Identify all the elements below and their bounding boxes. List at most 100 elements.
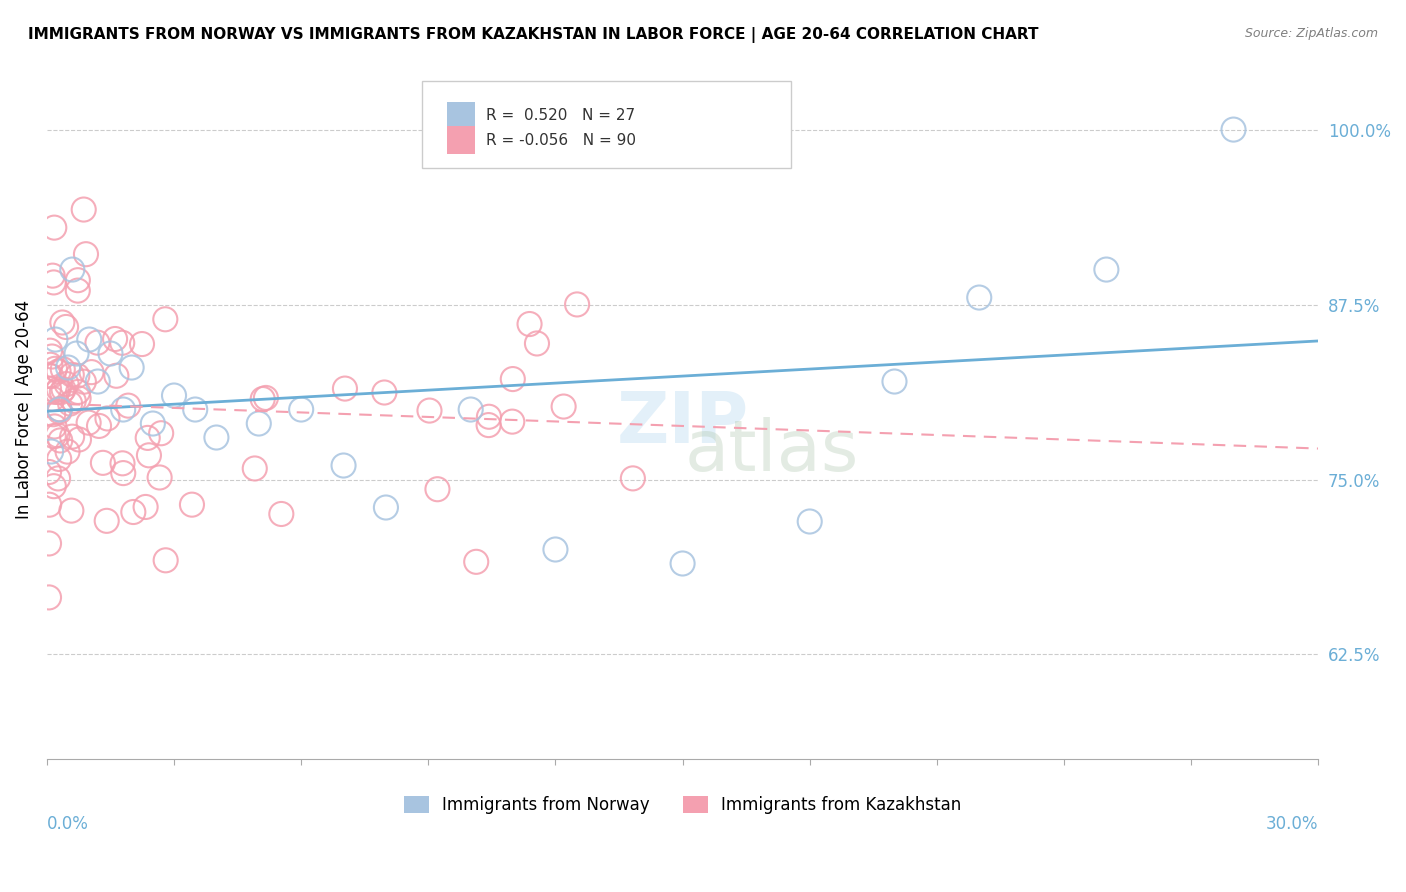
Point <box>553 400 575 414</box>
Point <box>671 557 693 571</box>
Point <box>44 333 66 347</box>
Point <box>73 375 96 389</box>
Point <box>42 276 65 290</box>
Point <box>60 430 83 444</box>
Point <box>142 417 165 431</box>
Text: atlas: atlas <box>685 417 859 486</box>
Point <box>155 312 177 326</box>
Point <box>332 458 354 473</box>
Point <box>967 291 990 305</box>
Point <box>136 431 159 445</box>
Point <box>48 452 70 467</box>
Text: 30.0%: 30.0% <box>1265 815 1319 833</box>
Point <box>60 503 83 517</box>
Point <box>52 383 75 397</box>
FancyBboxPatch shape <box>422 80 790 168</box>
Point <box>77 416 100 430</box>
Point <box>38 591 60 605</box>
Point <box>333 382 356 396</box>
Point <box>478 418 501 433</box>
Point <box>1222 122 1244 136</box>
Point <box>87 375 110 389</box>
Point <box>621 471 644 485</box>
Point <box>112 402 135 417</box>
Point <box>38 382 60 396</box>
Point <box>49 434 72 448</box>
Point <box>122 505 145 519</box>
Point <box>501 415 523 429</box>
Point <box>46 428 69 442</box>
Text: ZIP: ZIP <box>616 389 749 458</box>
Point <box>48 382 70 396</box>
Point <box>39 369 62 384</box>
Y-axis label: In Labor Force | Age 20-64: In Labor Force | Age 20-64 <box>15 300 32 519</box>
Point <box>87 418 110 433</box>
Point <box>105 368 128 383</box>
Point <box>38 368 60 383</box>
Point <box>51 384 73 399</box>
Text: R =  0.520   N = 27: R = 0.520 N = 27 <box>485 108 634 123</box>
Point <box>42 407 65 421</box>
Point <box>290 402 312 417</box>
Point <box>373 385 395 400</box>
Point <box>38 498 60 512</box>
Point <box>44 220 66 235</box>
Point <box>52 362 75 376</box>
Point <box>48 364 70 378</box>
Point <box>374 500 396 515</box>
Point <box>60 368 83 382</box>
Point <box>51 316 73 330</box>
Point <box>121 360 143 375</box>
Point <box>184 402 207 417</box>
Point <box>48 404 70 418</box>
Point <box>66 273 89 287</box>
Point <box>96 514 118 528</box>
Point <box>254 391 277 405</box>
Point <box>426 482 449 496</box>
Point <box>73 202 96 217</box>
Point <box>111 335 134 350</box>
Point <box>65 346 87 360</box>
Point <box>39 444 62 458</box>
Point <box>883 375 905 389</box>
Point <box>66 284 89 298</box>
FancyBboxPatch shape <box>447 102 475 129</box>
Point <box>526 336 548 351</box>
Point <box>60 262 83 277</box>
Point <box>149 470 172 484</box>
Point <box>44 419 66 434</box>
Point <box>39 343 62 358</box>
Point <box>67 384 90 399</box>
Point <box>111 456 134 470</box>
Point <box>252 392 274 406</box>
Point <box>41 268 63 283</box>
Point <box>478 409 501 424</box>
Point <box>565 297 588 311</box>
Point <box>163 388 186 402</box>
Point <box>55 377 77 392</box>
Point <box>39 358 62 372</box>
Point <box>41 350 63 364</box>
Point <box>75 247 97 261</box>
Point <box>96 411 118 425</box>
Point <box>460 402 482 417</box>
Point <box>86 335 108 350</box>
Point <box>117 399 139 413</box>
Text: Source: ZipAtlas.com: Source: ZipAtlas.com <box>1244 27 1378 40</box>
Point <box>799 515 821 529</box>
Legend: Immigrants from Norway, Immigrants from Kazakhstan: Immigrants from Norway, Immigrants from … <box>396 789 969 822</box>
Point <box>243 461 266 475</box>
Point <box>519 317 541 331</box>
Point <box>41 392 63 406</box>
FancyBboxPatch shape <box>447 126 475 154</box>
Point <box>270 507 292 521</box>
Point <box>465 555 488 569</box>
Point <box>77 333 100 347</box>
Point <box>155 553 177 567</box>
Point <box>104 332 127 346</box>
Point <box>135 500 157 514</box>
Text: IMMIGRANTS FROM NORWAY VS IMMIGRANTS FROM KAZAKHSTAN IN LABOR FORCE | AGE 20-64 : IMMIGRANTS FROM NORWAY VS IMMIGRANTS FRO… <box>28 27 1039 43</box>
Point <box>46 471 69 485</box>
Point <box>42 479 65 493</box>
Point <box>181 498 204 512</box>
